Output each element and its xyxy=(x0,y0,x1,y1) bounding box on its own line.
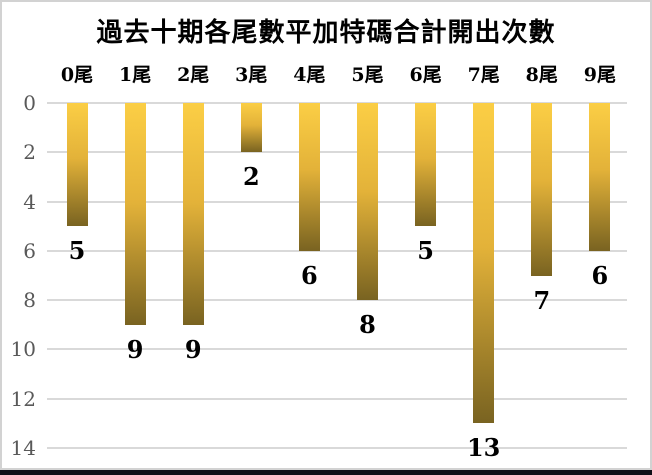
data-label: 5 xyxy=(417,236,434,266)
data-label: 5 xyxy=(68,236,86,266)
y-axis-tick-label: 8 xyxy=(23,288,36,313)
gridline xyxy=(47,348,627,351)
category-label: 1尾 xyxy=(118,64,152,86)
bar-3尾 xyxy=(240,103,262,153)
gridline xyxy=(47,397,627,400)
bar-5尾 xyxy=(357,103,378,301)
gridline xyxy=(47,200,627,203)
bar-4尾 xyxy=(298,103,320,251)
gridline xyxy=(47,249,627,252)
gridline xyxy=(47,447,627,449)
category-label: 2尾 xyxy=(177,64,210,86)
data-label: 9 xyxy=(126,334,144,364)
category-label: 0尾 xyxy=(60,64,94,86)
data-label: 6 xyxy=(301,260,318,290)
data-label: 9 xyxy=(184,334,202,364)
y-axis-tick-label: 12 xyxy=(10,386,36,411)
category-label: 6尾 xyxy=(409,64,442,86)
category-label: 9尾 xyxy=(583,64,616,86)
gridline xyxy=(47,299,627,302)
bar-1尾 xyxy=(124,103,146,325)
bottom-strip xyxy=(0,470,652,475)
bar-6尾 xyxy=(415,103,437,227)
y-axis-tick-label: 6 xyxy=(23,238,36,263)
data-label: 6 xyxy=(591,260,609,290)
y-axis-tick-label: 10 xyxy=(10,337,36,362)
category-label: 7尾 xyxy=(467,64,500,86)
category-label: 8尾 xyxy=(525,64,558,86)
category-label: 3尾 xyxy=(235,64,268,86)
bar-2尾 xyxy=(182,103,204,325)
y-axis-tick-label: 4 xyxy=(23,189,36,214)
bar-0尾 xyxy=(66,103,88,227)
y-axis-tick-label: 0 xyxy=(23,91,36,115)
data-label: 2 xyxy=(242,162,260,192)
data-label: 8 xyxy=(359,310,376,340)
y-axis-tick-label: 14 xyxy=(10,436,36,460)
gridline xyxy=(47,102,627,104)
category-label: 5尾 xyxy=(351,64,384,86)
data-label: 7 xyxy=(533,285,551,315)
bar-7尾 xyxy=(473,103,495,424)
data-label: 13 xyxy=(466,433,501,463)
chart-title: 過去十期各尾數平加特碼合計開出次數 xyxy=(96,18,556,48)
y-axis-tick-label: 2 xyxy=(23,140,36,165)
gridline xyxy=(47,151,627,154)
bar-8尾 xyxy=(531,103,553,276)
category-label: 4尾 xyxy=(293,64,326,86)
bar-9尾 xyxy=(589,103,611,251)
